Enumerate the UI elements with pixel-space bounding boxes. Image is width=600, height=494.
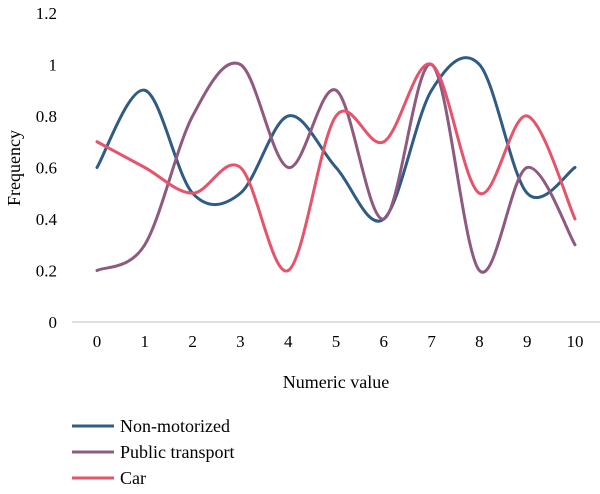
- x-tick-label: 0: [93, 332, 102, 351]
- series-lines: [95, 56, 577, 274]
- x-tick-label: 2: [188, 332, 197, 351]
- x-tick-label: 6: [380, 332, 389, 351]
- y-tick-label: 0: [49, 313, 58, 332]
- x-tick-label: 8: [475, 332, 484, 351]
- x-tick-label: 5: [332, 332, 341, 351]
- legend-label: Non-motorized: [120, 416, 230, 436]
- x-tick-label: 3: [236, 332, 245, 351]
- y-tick-label: 1.2: [36, 4, 57, 23]
- y-axis-label: Frequency: [4, 130, 24, 206]
- legend-label: Car: [120, 468, 146, 488]
- y-tick-label: 0.2: [36, 262, 57, 281]
- series-line-non-motorized: [95, 56, 577, 223]
- y-tick-label: 0.8: [36, 107, 57, 126]
- y-tick-label: 1: [49, 56, 58, 75]
- x-tick-label: 9: [523, 332, 532, 351]
- legend: Non-motorized Public transport Car: [72, 416, 235, 488]
- y-tick-label: 0.6: [36, 159, 57, 178]
- x-axis-ticks: 0 1 2 3 4 5 6 7 8 9 10: [93, 332, 584, 351]
- series-line-car: [95, 62, 577, 273]
- series-line-public-transport: [95, 61, 577, 274]
- x-tick-label: 4: [284, 332, 293, 351]
- x-tick-label: 7: [427, 332, 436, 351]
- x-axis-label: Numeric value: [283, 372, 389, 392]
- y-tick-label: 0.4: [36, 210, 58, 229]
- x-tick-label: 10: [567, 332, 584, 351]
- x-tick-label: 1: [141, 332, 150, 351]
- legend-label: Public transport: [120, 442, 235, 462]
- y-axis-ticks: 0 0.2 0.4 0.6 0.8 1 1.2: [36, 4, 58, 332]
